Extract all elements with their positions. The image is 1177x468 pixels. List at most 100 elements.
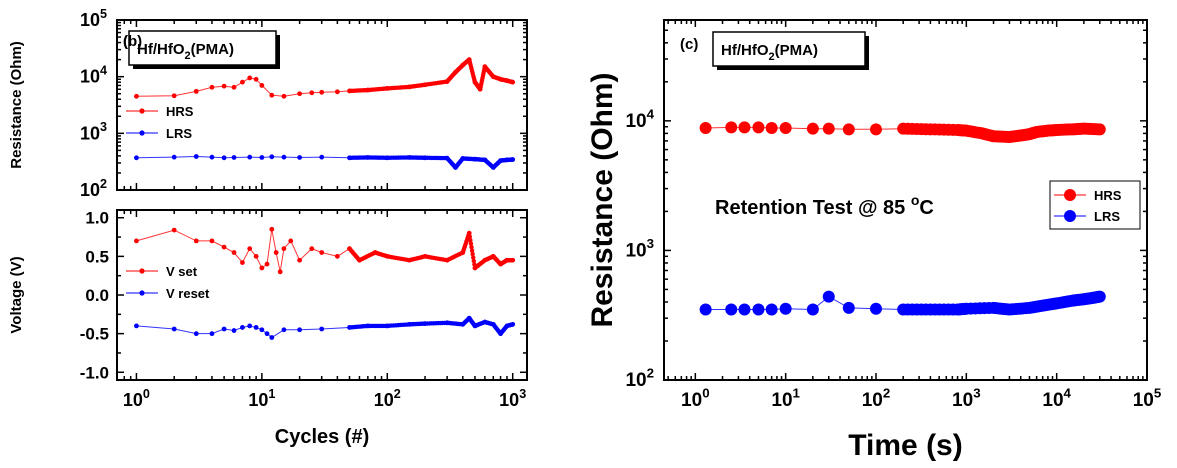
legend-marker — [139, 290, 144, 295]
series-hrs — [700, 121, 1106, 143]
y-tick-label: -0.5 — [80, 325, 109, 344]
data-point — [194, 331, 199, 336]
data-point — [232, 328, 237, 333]
data-point — [766, 122, 778, 134]
panel-a: 102103104105HRSLRS(a)Hf/HfO2(PMA)Resista… — [8, 7, 527, 200]
data-point — [232, 155, 237, 160]
data-point — [172, 93, 177, 98]
data-point — [254, 254, 259, 259]
data-point — [134, 239, 139, 244]
legend-marker — [1064, 210, 1076, 222]
data-point — [210, 331, 215, 336]
legend-label: V reset — [166, 286, 210, 301]
data-point — [823, 123, 835, 135]
y-tick-label: 102 — [80, 177, 107, 200]
data-point — [843, 123, 855, 135]
data-point — [134, 324, 139, 329]
y-axis-label: Resistance (Ohm) — [586, 72, 619, 327]
panel-b: -1.0-0.50.00.51.0100 101 102 103V setV rese… — [8, 33, 527, 448]
data-point — [738, 303, 750, 315]
data-point — [194, 154, 199, 159]
series-lrs — [700, 291, 1106, 316]
data-point — [752, 303, 764, 315]
data-point — [297, 155, 302, 160]
data-point — [172, 228, 177, 233]
data-point — [265, 262, 270, 267]
data-point — [335, 254, 340, 259]
x-tick-label: 102 — [862, 385, 891, 411]
data-point — [297, 258, 302, 263]
data-point — [700, 303, 712, 315]
data-point — [254, 77, 259, 82]
data-point — [510, 80, 514, 84]
data-point — [222, 155, 227, 160]
legend-marker — [139, 108, 144, 113]
data-point — [247, 246, 252, 251]
data-point — [232, 85, 237, 90]
legend-label: HRS — [1094, 188, 1122, 203]
data-point — [766, 303, 778, 315]
data-point — [254, 325, 259, 330]
y-tick-label: 0.5 — [85, 247, 109, 266]
data-point — [247, 76, 252, 81]
data-point — [282, 246, 287, 251]
data-point — [780, 303, 792, 315]
legend: HRS LRS — [1050, 181, 1140, 229]
legend-marker — [139, 268, 144, 273]
data-point — [269, 227, 274, 232]
data-point — [172, 327, 177, 332]
data-point — [134, 155, 139, 160]
data-point — [282, 327, 287, 332]
data-point — [222, 84, 227, 89]
y-tick-label: 105 — [80, 7, 107, 30]
data-point — [282, 94, 287, 99]
legend: V set V reset — [126, 264, 210, 301]
data-point — [807, 123, 819, 135]
data-point — [278, 269, 283, 274]
data-point — [247, 324, 252, 329]
data-point — [274, 250, 279, 255]
data-point — [319, 250, 324, 255]
data-point — [843, 302, 855, 314]
data-point — [870, 303, 882, 315]
data-point — [288, 239, 293, 244]
legend-label: HRS — [166, 104, 194, 119]
y-tick-label: 104 — [625, 106, 654, 132]
data-point — [725, 121, 737, 133]
data-point — [319, 327, 324, 332]
data-point — [780, 122, 792, 134]
data-point — [232, 250, 237, 255]
x-tick-label: 101 — [771, 385, 800, 411]
data-point — [259, 266, 264, 271]
data-point — [297, 327, 302, 332]
data-point — [259, 155, 264, 160]
data-point — [240, 260, 245, 265]
series-lrs — [134, 154, 515, 170]
data-point — [700, 122, 712, 134]
data-point — [222, 327, 227, 332]
panel-label: (c) — [680, 36, 698, 53]
series-line — [136, 318, 512, 337]
x-tick-label: 103 — [952, 385, 981, 411]
x-tick-label: 104 — [1042, 385, 1071, 411]
data-point — [335, 89, 340, 94]
x-axis-label: Time (s) — [848, 429, 962, 462]
data-point — [725, 303, 737, 315]
x-tick-label: 105 — [1133, 385, 1162, 411]
data-point — [172, 155, 177, 160]
data-point — [1091, 123, 1103, 135]
y-tick-label: 104 — [80, 64, 107, 87]
data-point — [265, 331, 270, 336]
x-axis-label: Cycles (#) — [275, 426, 370, 448]
data-point — [210, 239, 215, 244]
y-tick-label: -1.0 — [80, 363, 109, 382]
panel-label: (b) — [123, 33, 142, 50]
data-point — [269, 93, 274, 98]
data-point — [259, 327, 264, 332]
data-point — [510, 157, 514, 161]
legend-label: V set — [166, 264, 198, 279]
data-point — [1093, 291, 1105, 303]
x-tick-label: 101 — [248, 387, 275, 410]
data-point — [240, 325, 245, 330]
